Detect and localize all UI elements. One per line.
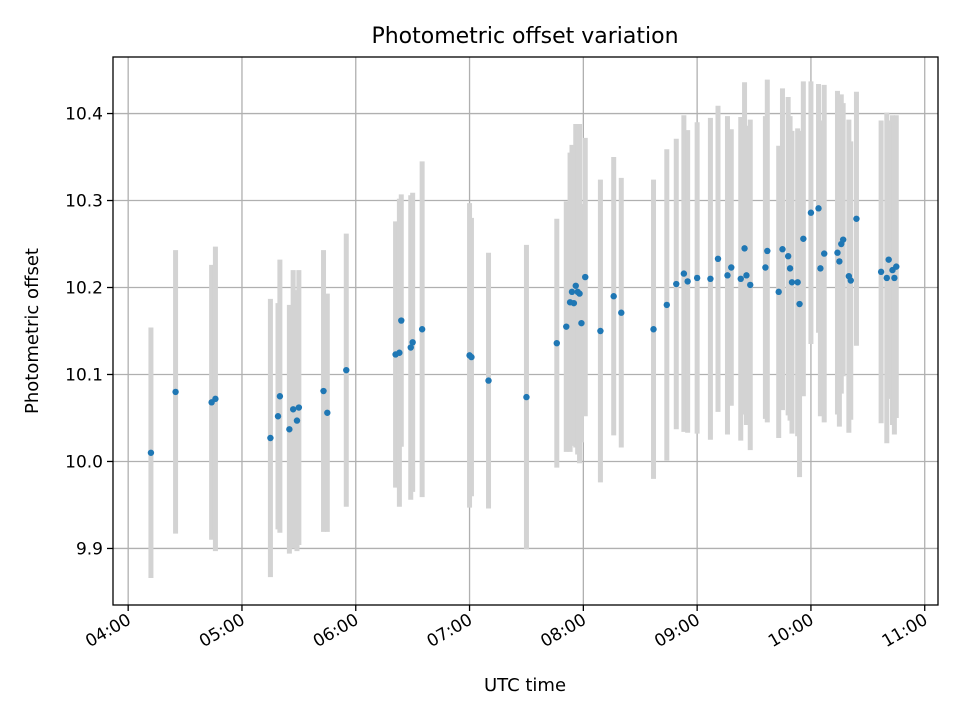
- data-point: [320, 387, 327, 395]
- data-point: [407, 344, 414, 351]
- data-point: [724, 272, 731, 279]
- data-point: [786, 265, 794, 272]
- data-point: [741, 245, 748, 252]
- data-point: [293, 417, 301, 424]
- data-point: [817, 265, 824, 272]
- data-point: [147, 449, 155, 456]
- y-tick-label: 10.3: [65, 192, 103, 212]
- data-point: [267, 434, 274, 442]
- data-point: [396, 349, 403, 356]
- data-point: [853, 215, 860, 222]
- data-point: [794, 279, 801, 286]
- chart-title: Photometric offset variation: [371, 24, 678, 49]
- data-point: [737, 275, 744, 283]
- data-point: [684, 278, 691, 285]
- data-point: [276, 393, 284, 400]
- data-point: [578, 319, 585, 327]
- data-point: [764, 247, 771, 255]
- data-point: [775, 288, 782, 296]
- data-point: [807, 209, 815, 216]
- data-point: [485, 377, 492, 384]
- data-point: [570, 299, 578, 307]
- data-point: [650, 326, 657, 333]
- data-point: [324, 409, 331, 416]
- data-point: [597, 327, 604, 335]
- data-point: [779, 246, 786, 253]
- data-points: [147, 205, 900, 456]
- data-point: [409, 339, 416, 346]
- data-point: [398, 317, 405, 324]
- data-point: [796, 300, 803, 308]
- data-point: [800, 235, 807, 242]
- data-point: [747, 281, 754, 289]
- data-point: [847, 277, 854, 284]
- data-point: [788, 279, 796, 286]
- data-point: [618, 309, 625, 316]
- y-tick-label: 10.2: [65, 279, 103, 299]
- data-point: [418, 326, 426, 333]
- data-point: [343, 366, 350, 374]
- data-point: [286, 426, 293, 433]
- data-point: [468, 353, 475, 361]
- data-point: [582, 273, 589, 281]
- x-axis-label: UTC time: [484, 675, 566, 696]
- data-point: [610, 293, 617, 300]
- y-tick-label: 10.1: [65, 365, 103, 385]
- data-point: [707, 275, 714, 283]
- data-point: [893, 263, 900, 270]
- data-point: [784, 252, 792, 260]
- data-point: [212, 395, 219, 403]
- data-point: [663, 301, 670, 309]
- data-point: [295, 404, 303, 411]
- data-point: [728, 264, 735, 271]
- data-point: [553, 339, 560, 347]
- data-point: [821, 250, 828, 257]
- y-tick-label: 10.4: [65, 105, 103, 125]
- data-point: [172, 388, 179, 396]
- data-point: [891, 274, 898, 282]
- data-point: [877, 268, 885, 276]
- data-point: [673, 280, 680, 288]
- data-point: [883, 274, 890, 282]
- y-tick-label: 10.0: [65, 452, 103, 472]
- data-point: [714, 255, 722, 263]
- y-axis-label: Photometric offset: [22, 248, 43, 414]
- data-point: [815, 205, 822, 212]
- data-point: [576, 290, 583, 297]
- data-point: [743, 272, 750, 279]
- data-point: [839, 236, 847, 243]
- data-point: [568, 288, 576, 296]
- data-point: [834, 249, 841, 256]
- data-point: [572, 282, 579, 289]
- data-point: [680, 270, 688, 277]
- y-tick-label: 9.9: [76, 539, 103, 559]
- data-point: [563, 323, 570, 330]
- data-point: [523, 393, 530, 401]
- data-point: [885, 256, 892, 263]
- data-point: [762, 264, 769, 271]
- data-point: [274, 413, 282, 420]
- data-point: [836, 258, 843, 265]
- data-point: [289, 406, 297, 413]
- plot-frame: [112, 56, 939, 606]
- data-point: [693, 274, 701, 282]
